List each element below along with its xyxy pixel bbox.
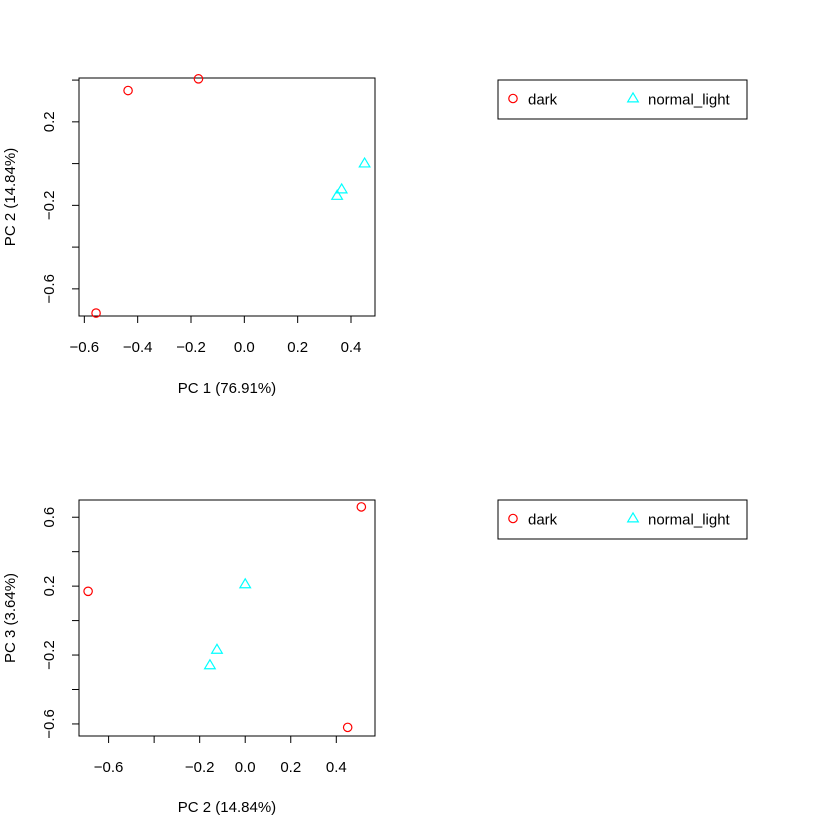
plot-frame [78,77,376,317]
scatter-panel-1: −0.6 −0.4 −0.2 0.0 0.2 0.4 −0.6 −0.2 0.2 PC 1 (76… [2,74,376,397]
legend-label: dark [528,92,558,109]
x-tick-label: −0.6 [94,759,124,776]
x-tick-label: −0.4 [123,339,153,356]
legend-box [497,79,748,120]
legend-label: normal_light [648,92,731,109]
plot-frame [78,499,376,737]
x-axis-label: PC 2 (14.84%) [178,799,276,816]
data-point-normal-light [330,189,344,200]
legend-label: dark [528,512,558,529]
y-axis-label: PC 3 (3.64%) [2,573,19,663]
x-tick-label: 0.0 [235,759,256,776]
legend-marker [626,511,640,523]
y-tick-label: −0.2 [41,640,58,670]
data-point-dark [342,722,353,733]
legend-1: dark normal_light [497,79,748,120]
legend-marker [508,513,518,524]
y-tick-label: 0.6 [41,507,58,528]
y-axis-label: PC 2 (14.84%) [2,148,19,246]
data-point-normal-light [238,577,252,589]
data-point-normal-light [203,658,217,670]
data-point-dark [123,85,133,96]
x-tick-label: 0.0 [234,339,255,356]
data-point-dark [356,502,367,512]
data-point-dark [193,74,204,84]
y-tick-label: −0.6 [41,274,58,304]
data-point-dark [83,586,93,597]
y-tick-label: −0.2 [41,191,58,221]
x-tick-label: −0.2 [176,339,206,356]
x-axis-label: PC 1 (76.91%) [178,380,276,397]
data-point-normal-light [335,182,349,194]
x-tick-label: 0.4 [326,759,347,776]
legend-2: dark normal_light [497,499,748,540]
legend-marker [626,91,640,103]
x-tick-label: 0.4 [341,339,362,356]
data-point-dark [91,308,101,318]
scatter-panel-2: −0.6 −0.2 0.0 0.2 0.4 −0.6 −0.2 0.2 0.6 PC 2 (14.… [2,499,376,816]
y-tick-label: 0.2 [41,111,58,132]
y-tick-label: 0.2 [41,576,58,597]
legend-label: normal_light [648,512,731,529]
legend-marker [508,93,518,104]
y-tick-label: −0.6 [41,709,58,739]
data-point-normal-light [358,156,371,168]
x-tick-label: 0.2 [287,339,308,356]
legend-box [497,499,748,540]
x-tick-label: −0.6 [70,339,100,356]
data-point-normal-light [210,643,224,654]
x-tick-label: −0.2 [185,759,215,776]
x-tick-label: 0.2 [280,759,301,776]
